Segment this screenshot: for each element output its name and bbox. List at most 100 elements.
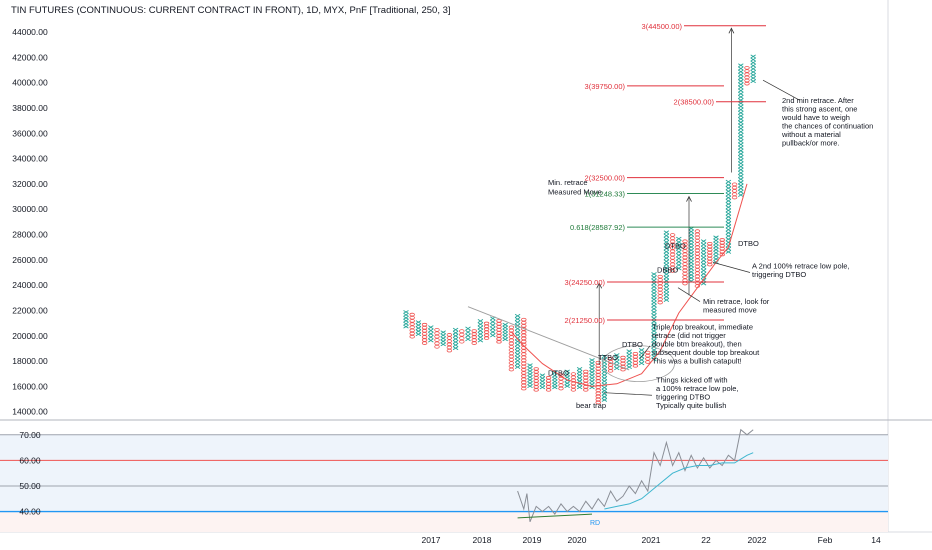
x-box	[539, 379, 546, 384]
x-box	[601, 376, 608, 381]
o-box	[483, 324, 490, 328]
x-box	[750, 73, 756, 77]
x-tick-label: 2018	[473, 535, 492, 545]
x-box	[514, 352, 521, 357]
x-box	[725, 218, 732, 223]
x-box	[738, 98, 744, 103]
o-box	[521, 374, 527, 378]
x-box	[465, 330, 471, 335]
o-box	[583, 369, 589, 374]
o-box	[521, 358, 527, 363]
o-box	[682, 271, 688, 276]
o-box	[496, 337, 502, 341]
o-column	[645, 350, 651, 364]
x-box	[676, 246, 682, 251]
x-box	[614, 366, 620, 371]
x-box	[725, 214, 732, 219]
x-box	[651, 278, 657, 283]
o-column	[446, 333, 453, 353]
x-box	[738, 174, 744, 178]
x-box	[663, 291, 670, 296]
x-box	[601, 373, 608, 377]
o-box	[632, 364, 639, 368]
o-box	[595, 391, 601, 396]
x-column	[440, 330, 446, 347]
x-box	[601, 388, 608, 393]
x-box	[651, 341, 657, 346]
o-column	[558, 373, 564, 391]
x-box	[589, 361, 595, 365]
x-box	[738, 63, 744, 68]
o-box	[421, 322, 428, 327]
x-box	[440, 336, 446, 341]
x-box	[601, 379, 608, 384]
x-box	[725, 211, 732, 216]
x-box	[415, 332, 422, 337]
note-pointer	[639, 345, 651, 359]
x-box	[514, 365, 521, 370]
rsi-lower-band	[0, 511, 888, 532]
x-box	[626, 352, 632, 357]
x-box	[502, 331, 508, 336]
o-box	[694, 251, 701, 256]
o-column	[421, 322, 428, 345]
x-box	[688, 248, 694, 253]
o-box	[421, 329, 428, 333]
x-column	[552, 370, 558, 390]
o-box	[409, 331, 415, 336]
x-box	[564, 372, 570, 377]
rsi-band	[0, 434, 888, 512]
o-box	[508, 341, 515, 346]
x-box	[601, 398, 608, 402]
x-box	[576, 373, 583, 377]
o-box	[533, 370, 539, 374]
o-box	[421, 325, 428, 330]
o-box	[521, 317, 527, 322]
o-box	[508, 344, 515, 349]
chart-note-line: Typically quite bullish	[656, 401, 726, 410]
o-box	[595, 363, 601, 368]
x-column	[676, 236, 682, 271]
chart-note-line: This was a bullish catapult!	[652, 356, 742, 365]
x-box	[552, 382, 558, 387]
chart-note-line: triggering DTBO	[656, 393, 710, 402]
x-box	[651, 348, 657, 352]
o-column	[744, 66, 750, 86]
o-box	[595, 373, 601, 377]
x-box	[688, 269, 694, 274]
x-box	[651, 275, 657, 280]
x-column	[502, 322, 508, 342]
chart-note-line: Things kicked off with	[656, 376, 728, 385]
x-box	[403, 315, 409, 320]
o-box	[521, 386, 527, 391]
o-box	[657, 294, 663, 298]
x-box	[688, 232, 694, 237]
x-box	[477, 331, 484, 336]
o-box	[719, 252, 725, 257]
x-box	[564, 375, 570, 380]
o-box	[694, 248, 701, 253]
o-box	[657, 291, 663, 295]
o-box	[682, 275, 688, 279]
x-box	[403, 321, 409, 326]
o-box	[459, 339, 465, 344]
x-box	[738, 107, 744, 112]
o-box	[533, 373, 539, 377]
x-box	[738, 155, 744, 160]
x-box	[415, 326, 422, 331]
x-box	[527, 366, 533, 370]
x-box	[700, 265, 707, 270]
x-box	[700, 242, 707, 247]
x-box	[738, 66, 744, 71]
x-box	[725, 205, 732, 210]
x-box	[589, 373, 595, 378]
o-box	[558, 380, 564, 384]
x-box	[502, 328, 508, 333]
x-box	[651, 272, 657, 277]
x-box	[539, 385, 546, 390]
x-box	[601, 366, 608, 371]
o-box	[707, 250, 713, 255]
x-column	[626, 349, 632, 370]
o-box	[409, 334, 415, 339]
x-column	[589, 358, 595, 390]
